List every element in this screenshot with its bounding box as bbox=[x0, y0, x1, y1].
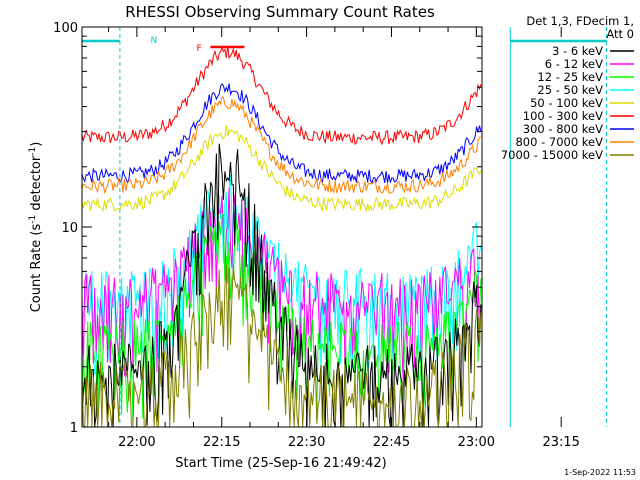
legend-label: 12 - 25 keV bbox=[537, 70, 603, 84]
series-line-100-300keV bbox=[81, 45, 482, 146]
y-axis-label-base: Count Rate (s bbox=[29, 224, 44, 313]
x-axis: 22:00 22:15 22:30 22:45 23:00 23:15 bbox=[108, 27, 580, 450]
series-line-300-800keV bbox=[81, 83, 482, 185]
series-layer bbox=[81, 45, 482, 429]
legend-label: 3 - 6 keV bbox=[552, 44, 603, 58]
legend-label: 7000 - 15000 keV bbox=[501, 148, 603, 162]
series-line-800-7000keV bbox=[81, 96, 481, 194]
y-axis-label-sup2: -1 bbox=[28, 147, 38, 156]
annotation-layer: NF bbox=[82, 27, 607, 427]
legend-header-line-1: Det 1,3, FDecim 1, bbox=[526, 14, 634, 28]
y-tick-label: 10 bbox=[61, 221, 78, 236]
plot-area: NF bbox=[81, 26, 607, 429]
legend-header-line-2: Att 0 bbox=[606, 27, 634, 41]
x-tick-label: 22:00 bbox=[118, 435, 155, 450]
y-axis-label-mid: detector bbox=[29, 155, 44, 215]
x-axis-label: Start Time (25-Sep-16 21:49:42) bbox=[175, 456, 386, 471]
x-tick-label: 22:15 bbox=[203, 435, 240, 450]
x-tick-label: 22:45 bbox=[373, 435, 410, 450]
y-axis-label-sup1: -1 bbox=[28, 215, 38, 224]
x-tick-label: 22:30 bbox=[288, 435, 325, 450]
chart-title: RHESSI Observing Summary Count Rates bbox=[125, 3, 435, 21]
y-axis-label: Count Rate (s-1 detector-1) bbox=[28, 142, 44, 313]
series-line-50-100keV bbox=[81, 124, 482, 213]
legend-label: 50 - 100 keV bbox=[530, 96, 603, 110]
legend-label: 6 - 12 keV bbox=[545, 57, 603, 71]
legend-label: 300 - 800 keV bbox=[523, 122, 603, 136]
legend-label: 800 - 7000 keV bbox=[515, 135, 603, 149]
legend-label: 25 - 50 keV bbox=[537, 83, 603, 97]
y-axis: 1 10 100 bbox=[53, 21, 482, 436]
generation-timestamp: 1-Sep-2022 11:53 bbox=[564, 468, 636, 477]
annotation-F: F bbox=[197, 44, 202, 54]
x-tick-label: 23:00 bbox=[458, 435, 495, 450]
legend-label: 100 - 300 keV bbox=[523, 109, 603, 123]
y-tick-label: 100 bbox=[53, 21, 78, 36]
annotation-N: N bbox=[150, 36, 157, 46]
series-line-3-6keV bbox=[81, 143, 482, 428]
y-tick-label: 1 bbox=[70, 421, 78, 436]
y-axis-label-end: ) bbox=[29, 142, 44, 147]
x-tick-label: 23:15 bbox=[542, 435, 579, 450]
